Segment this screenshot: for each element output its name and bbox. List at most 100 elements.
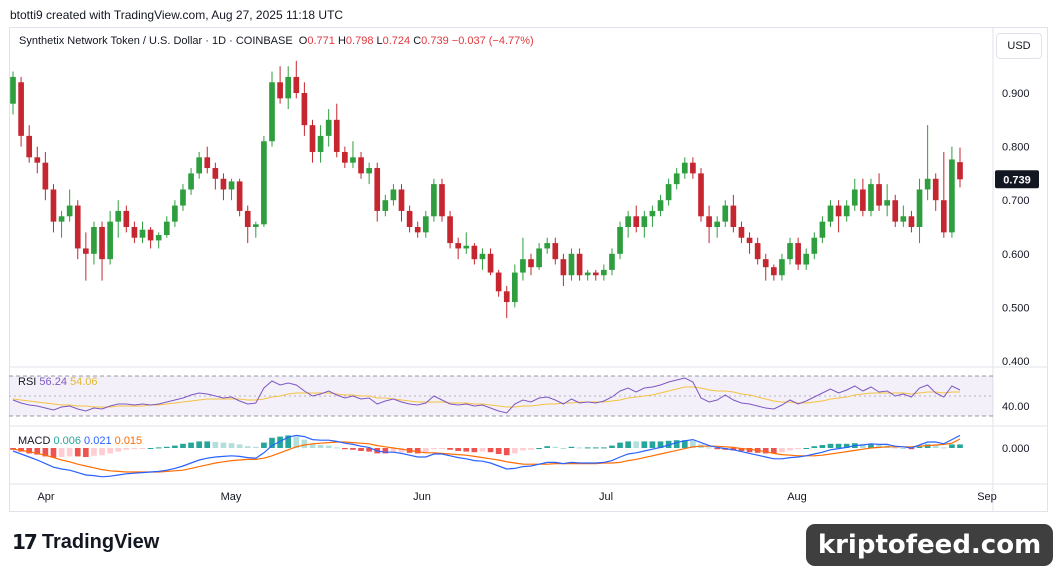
close-value: 0.739 — [421, 35, 449, 47]
candles-group — [10, 60, 963, 319]
macd-signal-line — [12, 438, 961, 473]
x-tick-label: Jun — [413, 491, 431, 503]
macd-histogram-bar — [463, 448, 470, 452]
macd-signal-value: 0.015 — [114, 435, 143, 447]
macd-histogram-bar — [317, 445, 324, 448]
macd-histogram-bar — [204, 441, 211, 448]
macd-histogram-bar — [261, 442, 267, 448]
candle-body — [228, 181, 235, 190]
candle-body — [479, 253, 486, 260]
candle-body — [115, 210, 122, 222]
macd-histogram-bar — [115, 448, 122, 452]
macd-histogram-bar — [439, 448, 445, 449]
rsi-value: 56.24 — [39, 376, 67, 388]
chart-frame[interactable] — [9, 27, 1048, 512]
candle-body — [916, 189, 923, 227]
macd-histogram-bar — [714, 448, 721, 450]
tradingview-logo[interactable]: 17 TradingView — [12, 530, 159, 554]
candle-body — [560, 259, 567, 276]
macd-histogram-bar — [568, 446, 575, 448]
macd-histogram-bar — [358, 448, 364, 451]
candle-body — [690, 162, 696, 174]
candle-body — [819, 221, 826, 238]
macd-histogram-bar — [414, 448, 421, 454]
candle-body — [730, 205, 737, 227]
macd-histogram-bar — [180, 443, 186, 448]
open-value: 0.771 — [307, 35, 335, 47]
candle-body — [163, 221, 170, 236]
candle-body — [10, 76, 16, 104]
x-tick-label: Jul — [599, 491, 613, 503]
macd-histogram-bar — [633, 441, 640, 448]
macd-histogram-bar — [479, 448, 486, 452]
macd-histogram-bar — [560, 448, 567, 449]
candle-body — [74, 205, 81, 249]
candle-body — [511, 272, 518, 303]
last-price-tag — [995, 170, 1039, 189]
macd-histogram-bar — [252, 446, 259, 448]
macd-histogram-bar — [609, 445, 615, 448]
candle-body — [625, 216, 631, 227]
candle-body — [325, 119, 332, 136]
candle-body — [180, 189, 186, 206]
x-tick-label: Apr — [37, 491, 54, 503]
candle-body — [795, 243, 801, 265]
macd-histogram-bar — [155, 447, 162, 449]
macd-histogram-bar — [455, 448, 462, 451]
macd-histogram-bar — [333, 447, 340, 449]
candle-body — [139, 229, 146, 238]
macd-histogram-bar — [617, 442, 623, 448]
tradingview-mark-icon: 17 — [12, 530, 38, 554]
candle-body — [924, 178, 931, 190]
macd-histogram-bar — [244, 446, 251, 448]
candle-body — [107, 221, 113, 260]
candle-body — [244, 210, 251, 227]
low-label: L — [376, 35, 383, 47]
candle-body — [431, 184, 437, 217]
macd-histogram-bar — [779, 448, 785, 453]
candle-body — [835, 205, 842, 217]
candle-body — [940, 200, 947, 233]
candle-body — [876, 184, 882, 206]
candle-body — [568, 253, 575, 276]
high-value: 0.798 — [345, 35, 374, 47]
macd-line — [12, 434, 961, 478]
currency-button[interactable]: USD — [996, 33, 1042, 59]
macd-histogram-bar — [601, 447, 607, 449]
macd-histogram-bar — [236, 444, 243, 448]
candle-body — [787, 243, 793, 260]
candle-body — [204, 157, 211, 169]
candle-body — [350, 157, 356, 163]
candle-body — [471, 245, 478, 260]
candle-body — [576, 253, 583, 276]
candle-body — [827, 205, 834, 222]
macd-histogram-bar — [212, 442, 219, 448]
candle-body — [301, 93, 308, 126]
candle-body — [738, 227, 745, 238]
macd-histogram-bar — [422, 448, 429, 453]
macd-histogram-bar — [228, 443, 235, 448]
macd-histogram-bar — [503, 448, 510, 456]
macd-histogram-bar — [819, 445, 826, 448]
candle-body — [771, 267, 777, 276]
watermark-badge: kriptofeed.com — [806, 524, 1053, 566]
symbol-label[interactable]: Synthetix Network Token / U.S. Dollar · … — [19, 35, 293, 47]
macd-histogram-bar — [787, 448, 793, 451]
candle-body — [851, 189, 858, 206]
candle-body — [390, 189, 397, 201]
candle-body — [487, 253, 494, 273]
macd-histogram-bar — [350, 448, 356, 450]
macd-histogram-bar — [382, 448, 389, 454]
macd-histogram-bar — [625, 441, 631, 448]
candle-body — [358, 157, 364, 174]
macd-label[interactable]: MACD — [18, 435, 51, 447]
candle-body — [91, 227, 97, 254]
rsi-label[interactable]: RSI — [18, 376, 37, 388]
x-tick-label: Aug — [787, 491, 807, 503]
candle-body — [277, 82, 283, 99]
macd-histogram-bar — [673, 440, 680, 448]
macd-histogram-bar — [277, 436, 283, 448]
candle-body — [83, 248, 89, 254]
low-value: 0.724 — [382, 35, 411, 47]
